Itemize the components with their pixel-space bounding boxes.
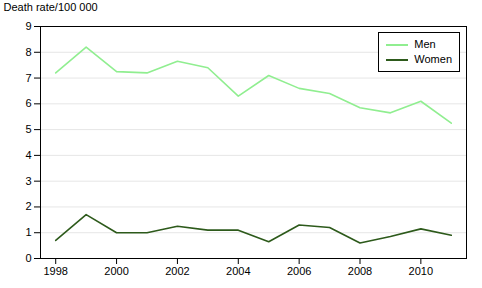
svg-text:2010: 2010: [409, 265, 433, 277]
html-text:Women: Women: [414, 53, 452, 65]
svg-text:Death rate/100 000: Death rate/100 000: [4, 1, 98, 13]
svg-text:2000: 2000: [104, 265, 128, 277]
svg-text:3: 3: [25, 175, 31, 187]
svg-text:5: 5: [25, 123, 31, 135]
svg-text:2008: 2008: [348, 265, 372, 277]
svg-text:4: 4: [25, 149, 31, 161]
html-text:Men: Men: [414, 38, 436, 50]
svg-text:6: 6: [25, 97, 31, 109]
svg-text:2: 2: [25, 200, 31, 212]
svg-text:2004: 2004: [226, 265, 250, 277]
svg-text:0: 0: [25, 252, 31, 264]
svg-text:1998: 1998: [43, 265, 67, 277]
svg-text:7: 7: [25, 72, 31, 84]
svg-text:2002: 2002: [165, 265, 189, 277]
svg-text:1: 1: [25, 226, 31, 238]
svg-text:8: 8: [25, 46, 31, 58]
svg-text:9: 9: [25, 20, 31, 32]
svg-text:2006: 2006: [287, 265, 311, 277]
